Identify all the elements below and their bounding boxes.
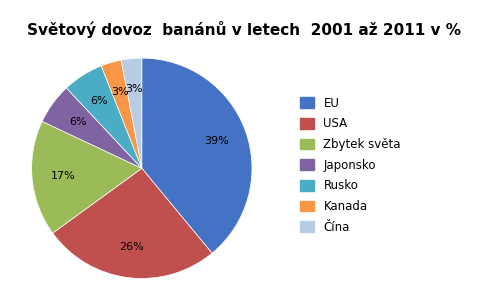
Wedge shape bbox=[32, 121, 142, 233]
Wedge shape bbox=[66, 66, 142, 168]
Text: 17%: 17% bbox=[50, 171, 75, 181]
Wedge shape bbox=[121, 58, 142, 168]
Text: 3%: 3% bbox=[111, 87, 128, 97]
Text: 3%: 3% bbox=[125, 84, 143, 94]
Wedge shape bbox=[42, 88, 142, 168]
Wedge shape bbox=[101, 60, 142, 168]
Wedge shape bbox=[142, 58, 251, 253]
Wedge shape bbox=[53, 168, 212, 278]
Text: Světový dovoz  banánů v letech  2001 až 2011 v %: Světový dovoz banánů v letech 2001 až 20… bbox=[27, 21, 461, 39]
Text: 26%: 26% bbox=[119, 242, 144, 252]
Text: 39%: 39% bbox=[203, 136, 228, 147]
Text: 6%: 6% bbox=[69, 117, 86, 127]
Text: 6%: 6% bbox=[90, 96, 108, 106]
Legend: EU, USA, Zbytek světa, Japonsko, Rusko, Kanada, Čína: EU, USA, Zbytek světa, Japonsko, Rusko, … bbox=[295, 92, 405, 238]
